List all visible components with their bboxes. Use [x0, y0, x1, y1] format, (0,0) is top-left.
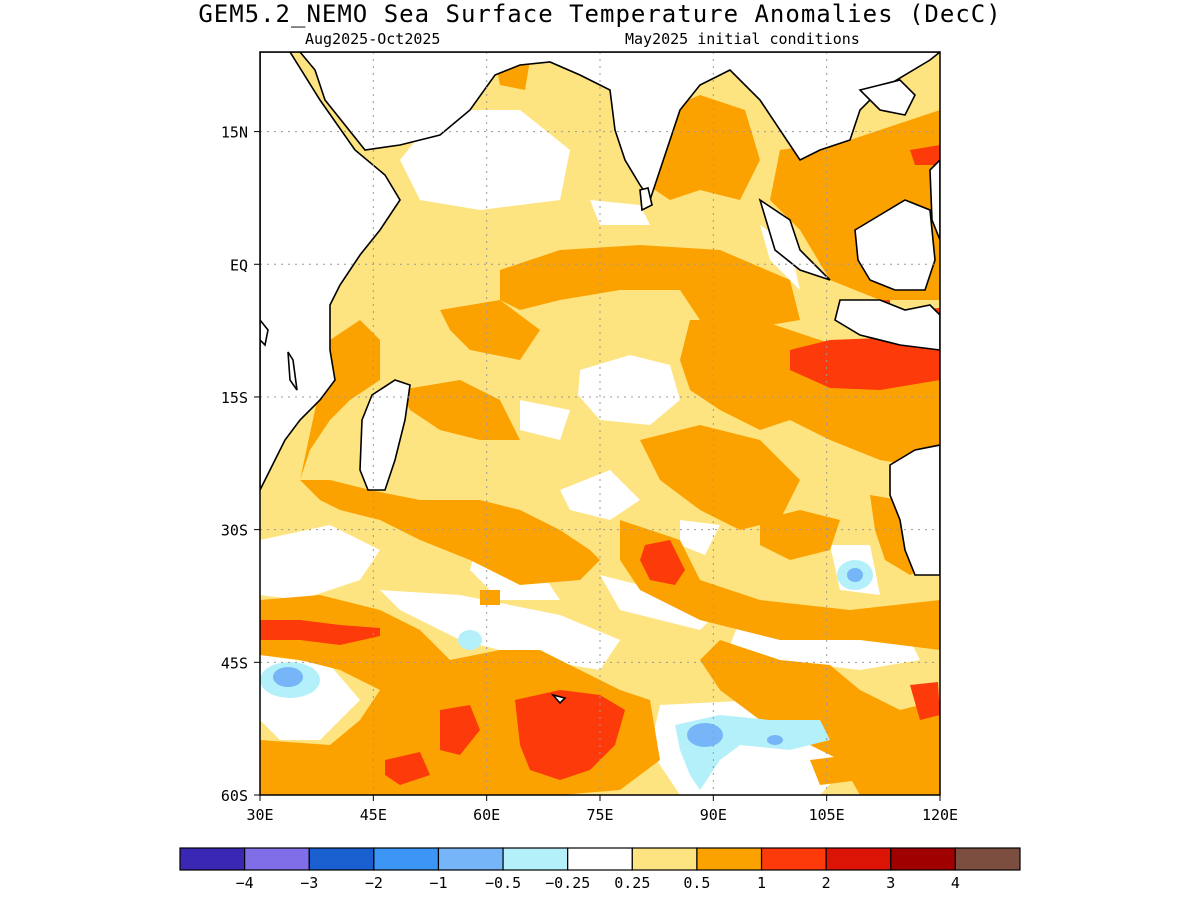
lon-tick-label: 45E — [360, 806, 387, 824]
colorbar-label: −1 — [429, 874, 447, 892]
colorbar-swatch — [373, 847, 440, 871]
colorbar-swatch — [825, 847, 892, 871]
graticule — [260, 52, 940, 795]
colorbar-label: −2 — [365, 874, 383, 892]
latitude-axis: 15N EQ 15S 30S 45S 60S — [221, 124, 260, 805]
lat-tick-label: 30S — [221, 522, 248, 540]
initial-conditions: May2025 initial conditions — [625, 30, 860, 48]
colorbar-swatch — [244, 847, 310, 871]
lat-tick-label: 15N — [221, 124, 248, 142]
landmass — [260, 52, 940, 705]
longitude-axis: 30E 45E 60E 75E 90E 105E 120E — [246, 795, 958, 824]
colorbar-swatch — [502, 847, 569, 871]
colorbar-label: −0.5 — [485, 874, 521, 892]
lat-tick-label: 15S — [221, 389, 248, 407]
strong-warm-areas — [260, 145, 940, 785]
lat-tick-label: 45S — [221, 654, 248, 672]
colorbar-swatch — [567, 847, 633, 871]
cool-areas — [260, 560, 873, 790]
colorbar: −4 −3 −2 −1 −0.5 −0.25 0.25 0.5 1 2 3 4 — [179, 847, 1021, 892]
forecast-period: Aug2025-Oct2025 — [305, 30, 441, 48]
lon-tick-label: 120E — [922, 806, 958, 824]
lat-tick-label: 60S — [221, 787, 248, 805]
colorbar-label: 0.25 — [614, 874, 650, 892]
colorbar-label: 2 — [822, 874, 831, 892]
colorbar-swatch — [760, 847, 827, 871]
lon-tick-label: 90E — [700, 806, 727, 824]
colorbar-swatch — [437, 847, 504, 871]
colorbar-label: 3 — [886, 874, 895, 892]
colorbar-label: 4 — [951, 874, 960, 892]
colorbar-label: −4 — [236, 874, 254, 892]
lon-tick-label: 105E — [809, 806, 845, 824]
colorbar-swatch — [179, 847, 246, 871]
colorbar-label: 1 — [757, 874, 766, 892]
colorbar-swatch — [954, 847, 1021, 871]
colorbar-swatch — [696, 847, 763, 871]
colorbar-swatch — [890, 847, 956, 871]
lon-tick-label: 60E — [473, 806, 500, 824]
colorbar-swatch — [308, 847, 375, 871]
lon-tick-label: 75E — [586, 806, 613, 824]
colorbar-label: −3 — [300, 874, 318, 892]
colorbar-label: 0.5 — [683, 874, 710, 892]
lat-tick-label: EQ — [230, 256, 248, 274]
map-title: GEM5.2_NEMO Sea Surface Temperature Anom… — [198, 0, 1002, 28]
colorbar-swatch — [631, 847, 698, 871]
lon-tick-label: 30E — [246, 806, 273, 824]
colorbar-label: −0.25 — [545, 874, 590, 892]
